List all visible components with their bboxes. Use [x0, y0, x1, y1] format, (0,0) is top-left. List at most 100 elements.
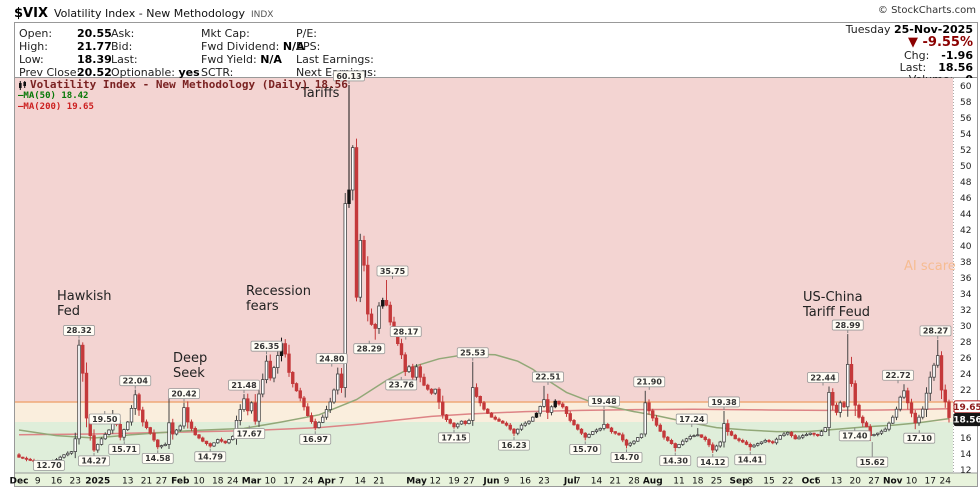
ma50-line-sample: — [18, 91, 24, 101]
candle-body [486, 408, 490, 414]
candle-body [913, 412, 917, 424]
candle-body [823, 427, 827, 433]
candle-body [538, 405, 542, 414]
y-tick-label: 40 [960, 242, 972, 252]
candle-body [542, 399, 546, 407]
price-callout-label: 17.67 [237, 429, 262, 438]
candle-body [553, 400, 557, 408]
candle-body [182, 407, 186, 427]
ma200-line [18, 408, 950, 436]
y-tick-label: 48 [960, 178, 972, 188]
price-callout-label: 26.35 [254, 342, 280, 351]
candle-body [351, 147, 355, 191]
price-callout-box [675, 413, 708, 425]
candle-body [591, 431, 595, 435]
candle-body [696, 434, 700, 437]
y-tick-label: 58 [960, 98, 972, 108]
candle-body [598, 427, 602, 431]
price-callout-label: 20.42 [171, 389, 196, 398]
header: $VIX Volatility Index - New Methodology IN… [14, 2, 978, 21]
candle-body [647, 402, 651, 412]
x-tick-label: 10 [906, 477, 918, 487]
candle-body [448, 419, 452, 424]
price-callout-box [569, 443, 602, 455]
candle-body [546, 399, 550, 413]
price-callout-label: 21.48 [231, 381, 257, 390]
candle-body [741, 439, 745, 443]
candle-body [681, 440, 685, 445]
candle-body [564, 406, 569, 414]
candle-body [414, 366, 419, 378]
price-callout-label: 14.12 [700, 458, 725, 467]
x-tick-label: 20 [850, 477, 862, 487]
candle-body [557, 400, 561, 405]
candle-body [69, 451, 74, 454]
price-callout-box [250, 340, 283, 352]
candle-body [268, 360, 272, 379]
candle-body [422, 376, 426, 386]
quote-mktcap: Mkt Cap: [201, 27, 250, 40]
candle-body [429, 388, 434, 394]
price-callout-label: 17.40 [842, 432, 868, 441]
candle-body [887, 422, 891, 430]
candle-body [354, 147, 359, 298]
candle-body [201, 437, 205, 442]
candle-body [324, 409, 329, 418]
candle-body [703, 436, 707, 441]
candle-body [849, 363, 854, 384]
candlestick-chart-icon [19, 80, 26, 90]
candle-body [118, 423, 122, 438]
price-callout-box [33, 459, 65, 471]
x-tick-label: 25 [711, 477, 722, 487]
candle-body [756, 443, 760, 446]
ticker-symbol: $VIX [14, 6, 48, 21]
y-tick-label: 56 [960, 114, 972, 124]
price-callout-box [588, 395, 620, 407]
candle-body [336, 373, 340, 391]
annotation: AI scare [904, 259, 956, 274]
price-callout-box [333, 70, 365, 82]
quote-last-value: Last: 18.56 [899, 61, 973, 74]
candle-body [433, 388, 437, 394]
candle-body [227, 439, 231, 444]
candle-body [576, 424, 580, 430]
candle-body [684, 438, 689, 442]
candle-body [729, 431, 734, 436]
price-callout-label: 28.99 [835, 321, 861, 330]
candle-body [778, 435, 782, 440]
y-tick-label: 32 [960, 306, 971, 316]
candle-body [186, 407, 190, 423]
x-tick-label: 9 [35, 477, 41, 487]
quote-eps: EPS: [296, 40, 321, 53]
x-tick-label: 6 [815, 477, 821, 487]
x-tick-label: 23 [70, 477, 81, 487]
candle-body [467, 419, 471, 424]
x-tick-label: 2025 [85, 477, 110, 487]
price-callout-box [299, 433, 332, 445]
candle-body [767, 439, 771, 442]
candle-body [474, 387, 479, 397]
candle-body [501, 420, 505, 424]
candle-body [636, 437, 640, 442]
x-tick-label: 7 [339, 477, 345, 487]
legend-main: Volatility Index - New Methodology (Dail… [18, 79, 348, 90]
candle-body [583, 432, 587, 438]
x-tick-label: Jul [563, 477, 577, 487]
candle-body [482, 402, 486, 410]
price-callout-label: 22.72 [885, 371, 910, 380]
price-callout-label: 22.04 [123, 376, 149, 385]
price-callout-box [456, 347, 489, 359]
candle-body [579, 428, 584, 434]
candle-body [163, 443, 167, 446]
candle-body [714, 445, 719, 451]
price-callout-label: 16.97 [303, 435, 328, 444]
price-callout-box [233, 428, 266, 440]
candle-body [17, 454, 21, 458]
x-tick-label: Apr [318, 477, 336, 487]
candle-body [549, 406, 554, 413]
candle-body [744, 441, 749, 445]
price-callout-box [353, 343, 386, 355]
candle-body [411, 366, 415, 378]
